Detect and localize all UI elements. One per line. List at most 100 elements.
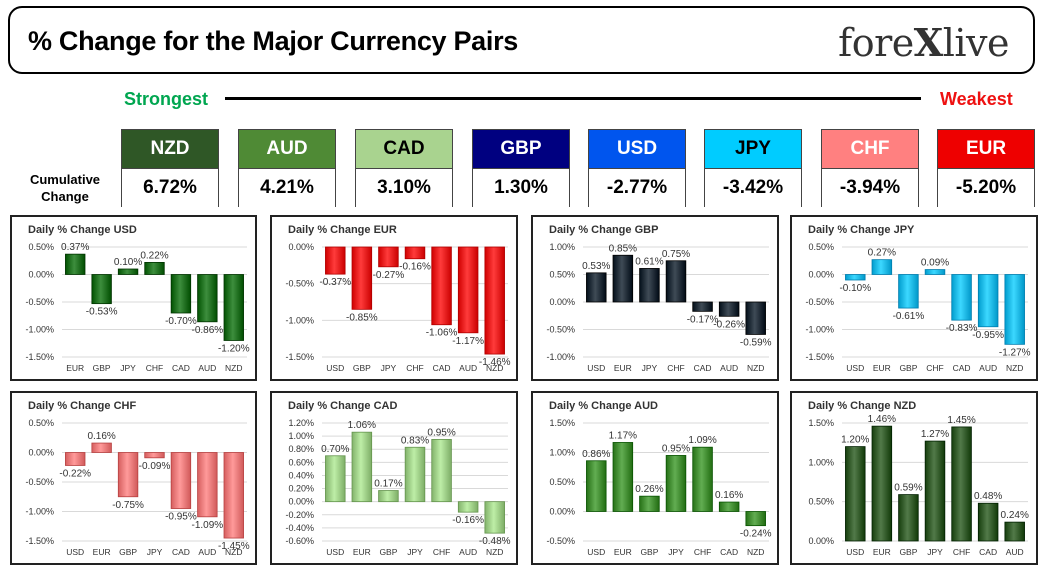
currency-name: AUD xyxy=(239,130,335,169)
x-tick-label: GBP xyxy=(353,363,371,373)
bar-chf xyxy=(665,260,687,303)
logo-text-right: live xyxy=(942,21,1010,65)
bar-chf xyxy=(404,246,426,260)
data-label: -0.95% xyxy=(165,512,197,523)
bar-chart: Daily % Change CHF 0.50% 0.00% -0.50% -1.00%… xyxy=(25,400,250,557)
currency-cumulative-value: -3.42% xyxy=(705,169,801,207)
x-tick-label: AUD xyxy=(198,363,216,373)
x-tick-label: NZD xyxy=(225,363,242,373)
y-tick-label: -1.50% xyxy=(285,352,314,362)
data-label: 1.20% xyxy=(841,435,869,446)
x-tick-label: EUR xyxy=(66,363,84,373)
data-label: -0.70% xyxy=(165,316,197,327)
y-tick-label: -1.00% xyxy=(25,507,54,517)
chart-panel: Daily % Change EUR 0.00% -0.50% -1.00% -1.50… xyxy=(270,215,518,381)
data-label: -0.24% xyxy=(740,529,772,540)
x-tick-label: AUD xyxy=(1006,547,1024,557)
data-label: -1.17% xyxy=(452,336,484,347)
data-label: 1.06% xyxy=(348,420,376,431)
bar-jpy xyxy=(639,268,660,303)
y-tick-label: 1.50% xyxy=(549,418,575,428)
y-tick-label: 0.40% xyxy=(288,470,314,480)
data-label: 1.17% xyxy=(609,430,637,441)
data-label: -1.45% xyxy=(218,541,250,552)
y-tick-label: 0.50% xyxy=(28,242,54,252)
bar-jpy xyxy=(144,452,165,459)
y-tick-label: -1.00% xyxy=(805,325,834,335)
bar-chf xyxy=(951,426,972,542)
data-label: -1.27% xyxy=(999,347,1031,358)
data-label: -1.09% xyxy=(192,520,224,531)
data-label: 1.09% xyxy=(688,435,716,446)
x-tick-label: JPY xyxy=(668,547,684,557)
bar-cad xyxy=(170,452,192,509)
chart-title: Daily % Change CAD xyxy=(288,400,397,412)
data-label: -0.61% xyxy=(893,311,925,322)
data-label: 1.45% xyxy=(947,415,975,426)
y-tick-label: 1.00% xyxy=(549,448,575,458)
bar-jpy xyxy=(117,268,139,275)
x-tick-label: USD xyxy=(326,547,344,557)
y-tick-label: -1.00% xyxy=(546,352,575,362)
bar-eur xyxy=(871,259,893,275)
data-label: 0.85% xyxy=(609,243,637,254)
y-tick-label: -1.50% xyxy=(805,352,834,362)
bar-chart: Daily % Change CAD 1.20% 1.00% 0.80% 0.60% 0.… xyxy=(285,400,510,557)
x-tick-label: CAD xyxy=(953,363,971,373)
bar-aud xyxy=(457,246,479,334)
chart-title: Daily % Change NZD xyxy=(808,400,916,412)
bar-usd xyxy=(845,274,866,281)
y-tick-label: 1.00% xyxy=(288,431,314,441)
data-label: 0.10% xyxy=(114,257,142,268)
bar-gbp xyxy=(898,494,919,542)
currency-name: CHF xyxy=(822,130,918,169)
y-tick-label: -0.50% xyxy=(25,297,54,307)
bar-eur xyxy=(65,253,86,275)
currency-box-cad: CAD 3.10% xyxy=(355,129,453,207)
y-tick-label: -1.00% xyxy=(25,325,54,335)
y-tick-label: 1.20% xyxy=(288,418,314,428)
y-tick-label: 0.50% xyxy=(808,242,834,252)
bar-jpy xyxy=(665,455,687,512)
bar-usd xyxy=(325,455,346,503)
chart-title: Daily % Change GBP xyxy=(549,224,658,236)
y-tick-label: 0.00% xyxy=(549,507,575,517)
y-tick-label: -1.50% xyxy=(25,536,54,546)
bar-cad xyxy=(951,274,972,321)
currency-cumulative-value: 1.30% xyxy=(473,169,569,207)
bar-chart: Daily % Change AUD 1.50% 1.00% 0.50% 0.00% -0… xyxy=(546,400,772,557)
x-tick-label: CHF xyxy=(926,363,943,373)
bar-nzd xyxy=(745,301,766,335)
bar-cad xyxy=(431,246,452,326)
x-tick-label: NZD xyxy=(486,363,503,373)
bar-nzd xyxy=(223,452,244,539)
x-tick-label: USD xyxy=(587,547,605,557)
currency-name: GBP xyxy=(473,130,569,169)
chart-title: Daily % Change USD xyxy=(28,224,137,236)
x-tick-label: CHF xyxy=(433,547,450,557)
data-label: 0.16% xyxy=(87,431,115,442)
bar-cad xyxy=(692,301,713,312)
x-tick-label: CAD xyxy=(433,363,451,373)
data-label: -0.27% xyxy=(373,270,405,281)
data-label: 0.09% xyxy=(921,258,949,269)
chart-panel: Daily % Change GBP 1.00% 0.50% 0.00% -0.50% -… xyxy=(531,215,779,381)
x-tick-label: USD xyxy=(846,547,864,557)
currency-name: NZD xyxy=(122,130,218,169)
cumulative-label-line2: Change xyxy=(41,189,89,204)
bar-usd xyxy=(586,272,607,303)
bar-gbp xyxy=(639,495,660,512)
x-tick-label: JPY xyxy=(120,363,136,373)
data-label: -0.75% xyxy=(112,500,144,511)
bar-chf xyxy=(431,438,452,503)
x-tick-label: AUD xyxy=(979,363,997,373)
bar-chart: Daily % Change NZD 1.50% 1.00% 0.50% 0.00% 1.… xyxy=(808,400,1029,557)
x-tick-label: CHF xyxy=(406,363,423,373)
x-tick-label: CAD xyxy=(694,363,712,373)
x-tick-label: JPY xyxy=(642,363,658,373)
currency-name: USD xyxy=(589,130,685,169)
x-tick-label: EUR xyxy=(614,363,632,373)
title-banner: % Change for the Major Currency Pairs fo… xyxy=(8,6,1035,74)
strongest-label: Strongest xyxy=(124,89,209,109)
x-tick-label: AUD xyxy=(720,363,738,373)
